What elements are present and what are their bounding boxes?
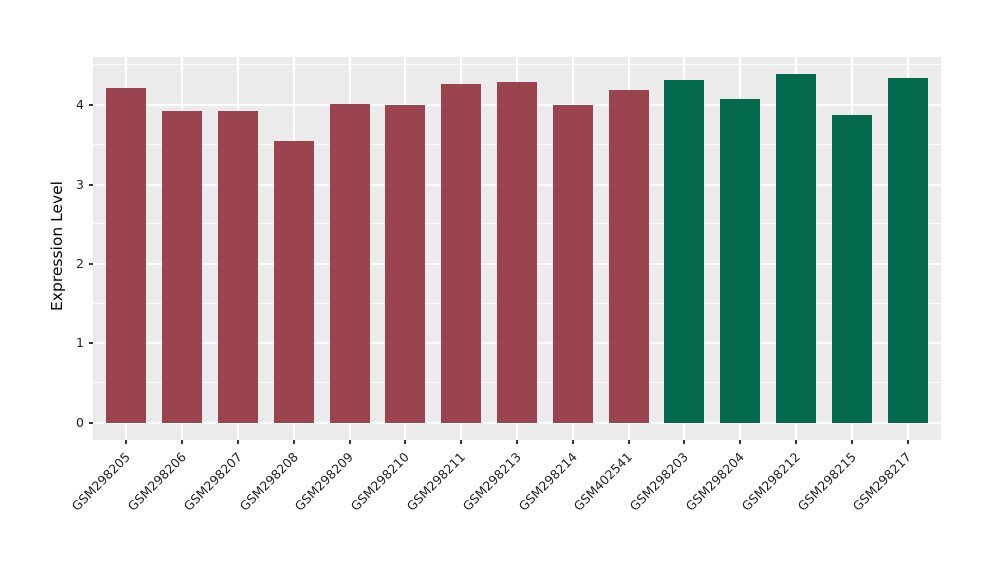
y-tick-1 [89, 342, 93, 345]
bar-GSM298206 [162, 111, 203, 423]
x-tick-label-GSM402541: GSM402541 [571, 449, 636, 514]
x-tick-label-GSM298206: GSM298206 [124, 449, 190, 514]
x-tick-label-GSM298205: GSM298205 [68, 449, 134, 514]
x-tick-label-GSM298212: GSM298212 [738, 449, 803, 514]
y-tick-label-0: 0 [76, 414, 84, 430]
x-tick-GSM298211 [460, 440, 463, 444]
bar-GSM298213 [496, 82, 537, 423]
y-axis-title: Expression Level [48, 181, 66, 311]
bar-GSM298215 [831, 115, 872, 423]
x-tick-GSM298204 [739, 440, 742, 444]
bar-GSM298207 [217, 110, 258, 423]
x-tick-GSM402541 [627, 440, 630, 444]
bar-slot-GSM298212 [768, 57, 824, 440]
x-tick-label-GSM298209: GSM298209 [292, 449, 357, 514]
bar-GSM402541 [608, 90, 649, 423]
x-tick-GSM298212 [795, 440, 797, 444]
bar-GSM298211 [441, 83, 482, 423]
bar-GSM298214 [552, 105, 593, 423]
bar-GSM298209 [329, 104, 370, 423]
y-tick-4 [89, 104, 93, 107]
y-tick-label-1: 1 [76, 335, 84, 351]
bar-GSM298203 [664, 79, 705, 423]
x-tick-GSM298215 [850, 440, 853, 444]
bar-GSM298210 [385, 105, 426, 423]
bar-slot-GSM298203 [657, 57, 713, 440]
x-tick-label-GSM298204: GSM298204 [682, 449, 748, 514]
x-tick-label-GSM298214: GSM298214 [515, 449, 580, 514]
x-tick-label-GSM298207: GSM298207 [180, 449, 245, 514]
plot-panel [93, 57, 941, 440]
bar-slot-GSM298215 [824, 57, 880, 440]
x-tick-GSM298208 [292, 440, 295, 444]
bar-GSM298212 [775, 74, 816, 423]
bar-slot-GSM298217 [880, 57, 936, 440]
x-tick-GSM298209 [348, 440, 351, 444]
bar-slot-GSM298209 [322, 57, 378, 440]
x-tick-label-GSM298208: GSM298208 [236, 449, 301, 514]
x-tick-GSM298214 [571, 440, 574, 444]
x-tick-label-GSM298210: GSM298210 [347, 449, 413, 514]
bar-slot-GSM298213 [489, 57, 545, 440]
x-tick-label-GSM298217: GSM298217 [850, 449, 915, 514]
y-tick-2 [89, 262, 93, 265]
x-tick-GSM298206 [181, 440, 184, 444]
y-tick-label-2: 2 [76, 255, 84, 271]
bar-slot-GSM298206 [154, 57, 210, 440]
bar-slot-GSM298208 [266, 57, 322, 440]
bar-GSM298205 [106, 88, 147, 423]
x-tick-GSM298217 [906, 440, 909, 444]
bar-slot-GSM298207 [210, 57, 266, 440]
bar-slot-GSM402541 [601, 57, 657, 440]
bar-GSM298217 [887, 78, 928, 423]
x-tick-GSM298213 [516, 440, 518, 444]
x-tick-label-GSM298203: GSM298203 [626, 449, 692, 514]
bar-slot-GSM298214 [545, 57, 601, 440]
x-tick-GSM298203 [683, 440, 686, 444]
bar-GSM298204 [720, 98, 761, 423]
y-tick-label-4: 4 [76, 97, 84, 113]
x-tick-label-GSM298211: GSM298211 [403, 449, 469, 514]
bar-slot-GSM298211 [433, 57, 489, 440]
bar-slot-GSM298204 [712, 57, 768, 440]
x-tick-GSM298207 [237, 440, 239, 444]
bar-slot-GSM298205 [99, 57, 155, 440]
bar-slot-GSM298210 [378, 57, 434, 440]
x-tick-GSM298205 [125, 440, 128, 444]
x-tick-GSM298210 [404, 440, 407, 444]
x-tick-label-GSM298215: GSM298215 [794, 449, 859, 514]
y-tick-3 [89, 183, 93, 186]
x-tick-label-GSM298213: GSM298213 [459, 449, 524, 514]
y-tick-0 [89, 421, 93, 424]
y-tick-label-3: 3 [76, 176, 84, 192]
bar-GSM298208 [273, 140, 314, 423]
